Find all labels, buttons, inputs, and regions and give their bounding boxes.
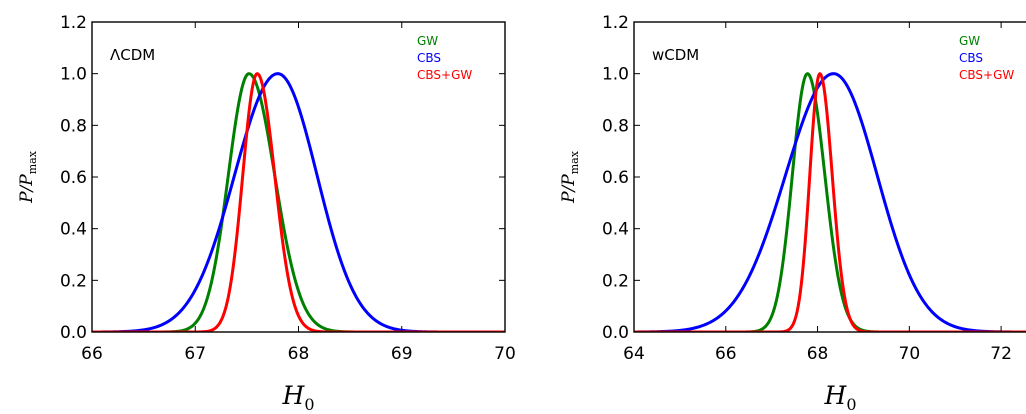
panel-1-series-gw-line: [92, 72, 505, 332]
panel-2-ytick-label: 0.8: [602, 116, 629, 136]
panel-2-legend-cbs: CBS: [959, 51, 983, 65]
panel-2-ytick-label: 1.0: [602, 65, 629, 85]
panel-2-x-axis-title: H0: [824, 381, 857, 414]
panel-2-xtick-label: 72: [990, 344, 1012, 364]
panel-2-model-label: wCDM: [652, 46, 699, 64]
panel-2-series-cbs-gw-line: [634, 72, 1026, 332]
panel-1-model-label: ΛCDM: [110, 46, 155, 64]
panel-1-legend-cbs-gw: CBS+GW: [417, 68, 472, 82]
panel-2-legend-cbs-gw: CBS+GW: [959, 68, 1014, 82]
panel-2-legend-gw: GW: [959, 34, 980, 48]
panel-1-xtick-label: 70: [494, 344, 516, 364]
panel-1-xtick-label: 67: [184, 344, 206, 364]
panel-2: 64 66 68 70 72 0.0 0.2 0.4 0.6 0.8 1.0 1.2 wCDM GW CBS…: [559, 13, 1026, 414]
panel-2-series-gw-line: [634, 72, 1026, 332]
panel-1-y-axis-title: P/Pmax: [17, 150, 39, 204]
panel-2-ytick-label: 0.2: [602, 271, 629, 291]
panel-2-ytick-label: 0.6: [602, 168, 629, 188]
panel-1-ytick-label: 0.8: [60, 116, 87, 136]
panel-1-ytick-label: 1.0: [60, 65, 87, 85]
panel-2-ytick-label: 0.0: [602, 323, 629, 343]
panel-2-ytick-label: 1.2: [602, 13, 629, 33]
panel-1-legend-cbs: CBS: [417, 51, 441, 65]
panel-1-legend-gw: GW: [417, 34, 438, 48]
panel-1-curves: [92, 72, 505, 332]
panel-1-xtick-label: 69: [391, 344, 413, 364]
panel-1: 66 67 68 69 70 0.0 0.2 0.4 0.6 0.8 1.0 1.2 ΛCDM GW CBS…: [17, 13, 516, 414]
panel-2-y-axis-title: P/Pmax: [559, 150, 581, 204]
panel-1-ytick-label: 1.2: [60, 13, 87, 33]
panel-1-series-cbs-gw-line: [92, 72, 505, 332]
panel-1-ytick-label: 0.0: [60, 323, 87, 343]
panel-2-xtick-label: 66: [715, 344, 737, 364]
panel-1-xtick-label: 66: [81, 344, 103, 364]
panel-2-xtick-label: 68: [807, 344, 829, 364]
panel-1-ytick-label: 0.2: [60, 271, 87, 291]
panel-2-xtick-label: 70: [899, 344, 921, 364]
panel-2-series-cbs-line: [634, 72, 1026, 332]
panel-1-x-axis-title: H0: [282, 381, 315, 414]
panel-2-xtick-label: 64: [623, 344, 645, 364]
panel-2-ytick-label: 0.4: [602, 220, 629, 240]
panel-2-curves: [634, 72, 1026, 332]
panel-1-ytick-label: 0.6: [60, 168, 87, 188]
panel-1-ytick-label: 0.4: [60, 220, 87, 240]
panel-1-xtick-label: 68: [288, 344, 310, 364]
